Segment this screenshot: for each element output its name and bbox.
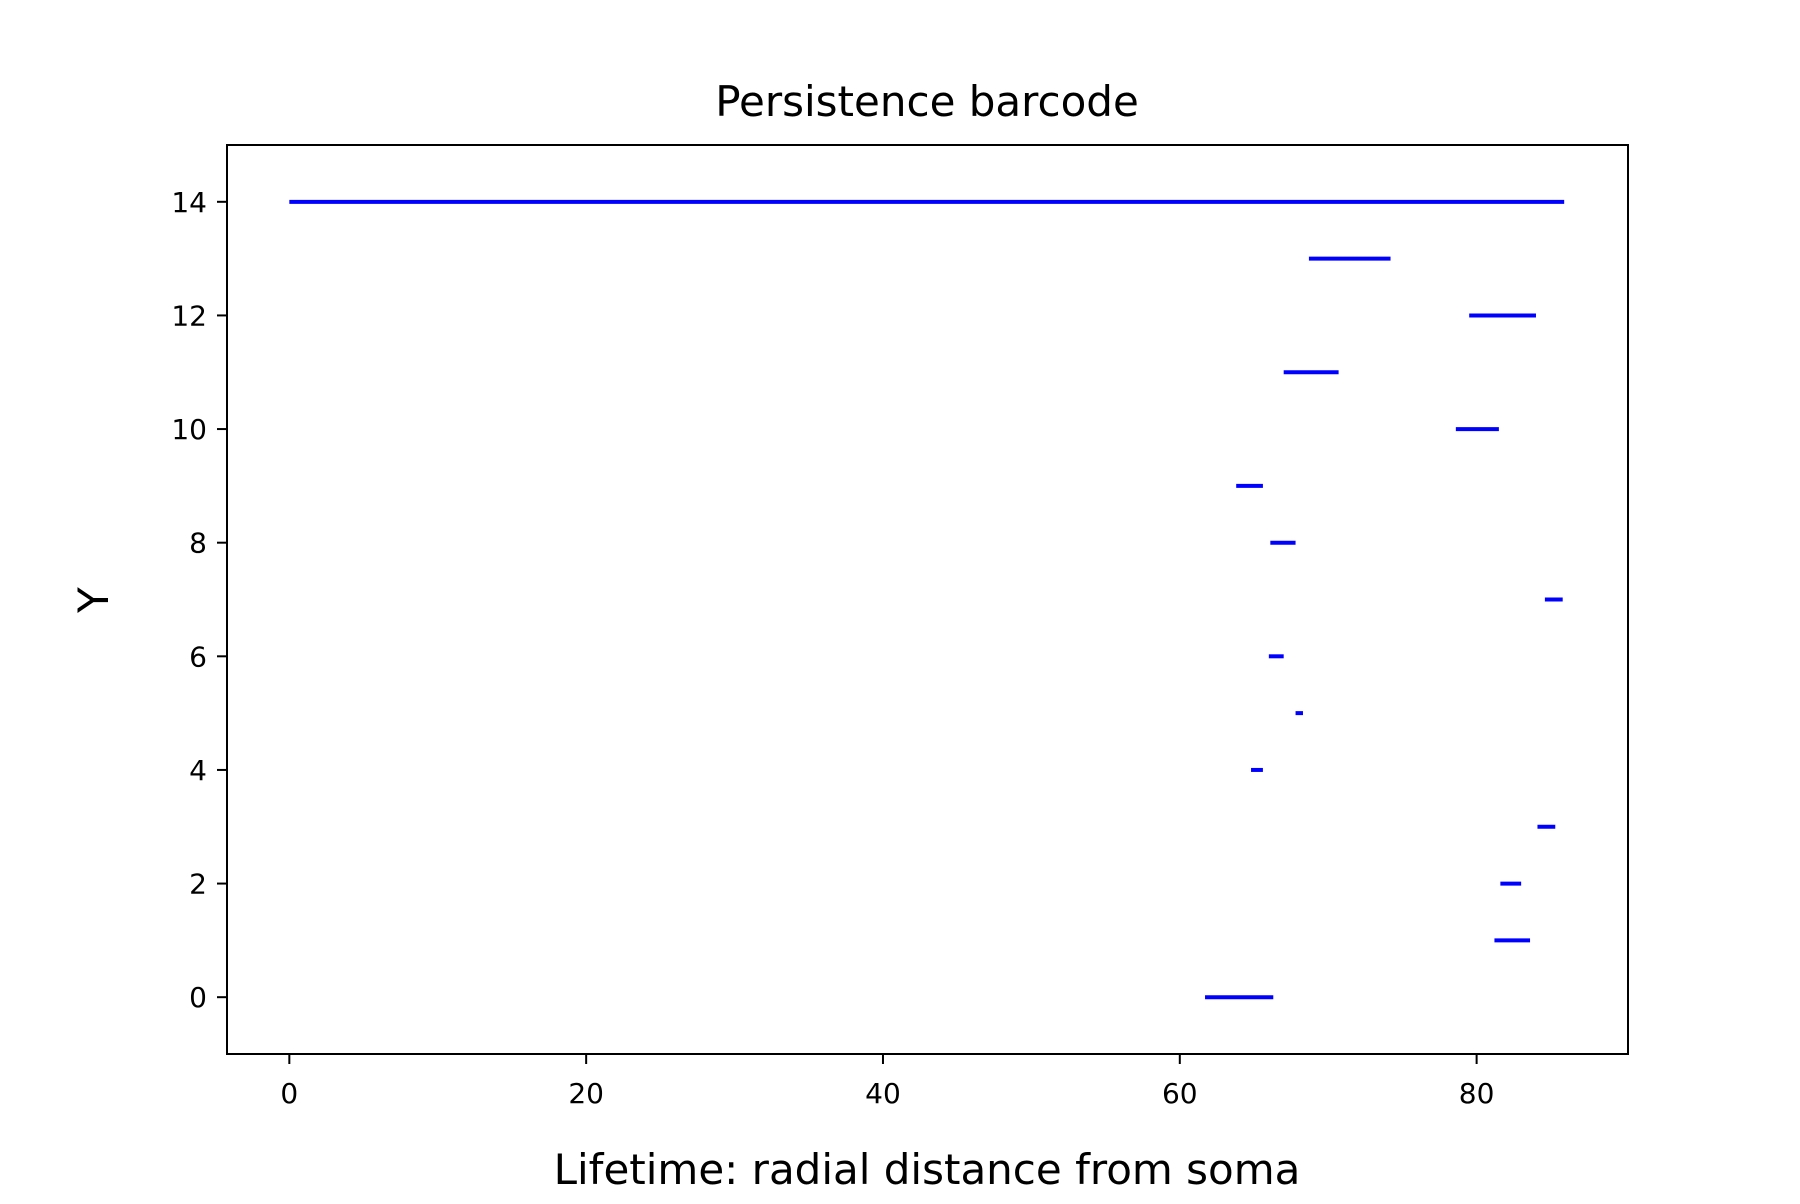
y-tick-label: 2	[189, 868, 207, 901]
x-tick-label: 20	[568, 1077, 604, 1110]
y-axis-ticks: 0 2 4 6 8 10 12 14	[171, 186, 227, 1014]
y-tick-label: 14	[171, 186, 207, 219]
x-tick-label: 40	[865, 1077, 901, 1110]
x-axis-label: Lifetime: radial distance from soma	[554, 1145, 1301, 1194]
bars-layer	[289, 199, 1565, 1000]
y-tick-label: 6	[189, 640, 207, 673]
x-tick-label: 0	[280, 1077, 298, 1110]
x-tick-label: 80	[1459, 1077, 1495, 1110]
chart-title: Persistence barcode	[715, 77, 1139, 126]
y-tick-label: 8	[189, 527, 207, 560]
y-tick-label: 10	[171, 413, 207, 446]
y-tick-label: 4	[189, 754, 207, 787]
y-axis-label: Y	[69, 587, 118, 614]
x-tick-label: 60	[1162, 1077, 1198, 1110]
plot-frame	[226, 144, 1629, 1055]
x-axis-ticks: 0 20 40 60 80	[280, 1054, 1494, 1110]
y-tick-label: 12	[171, 299, 207, 332]
y-tick-label: 0	[189, 981, 207, 1014]
